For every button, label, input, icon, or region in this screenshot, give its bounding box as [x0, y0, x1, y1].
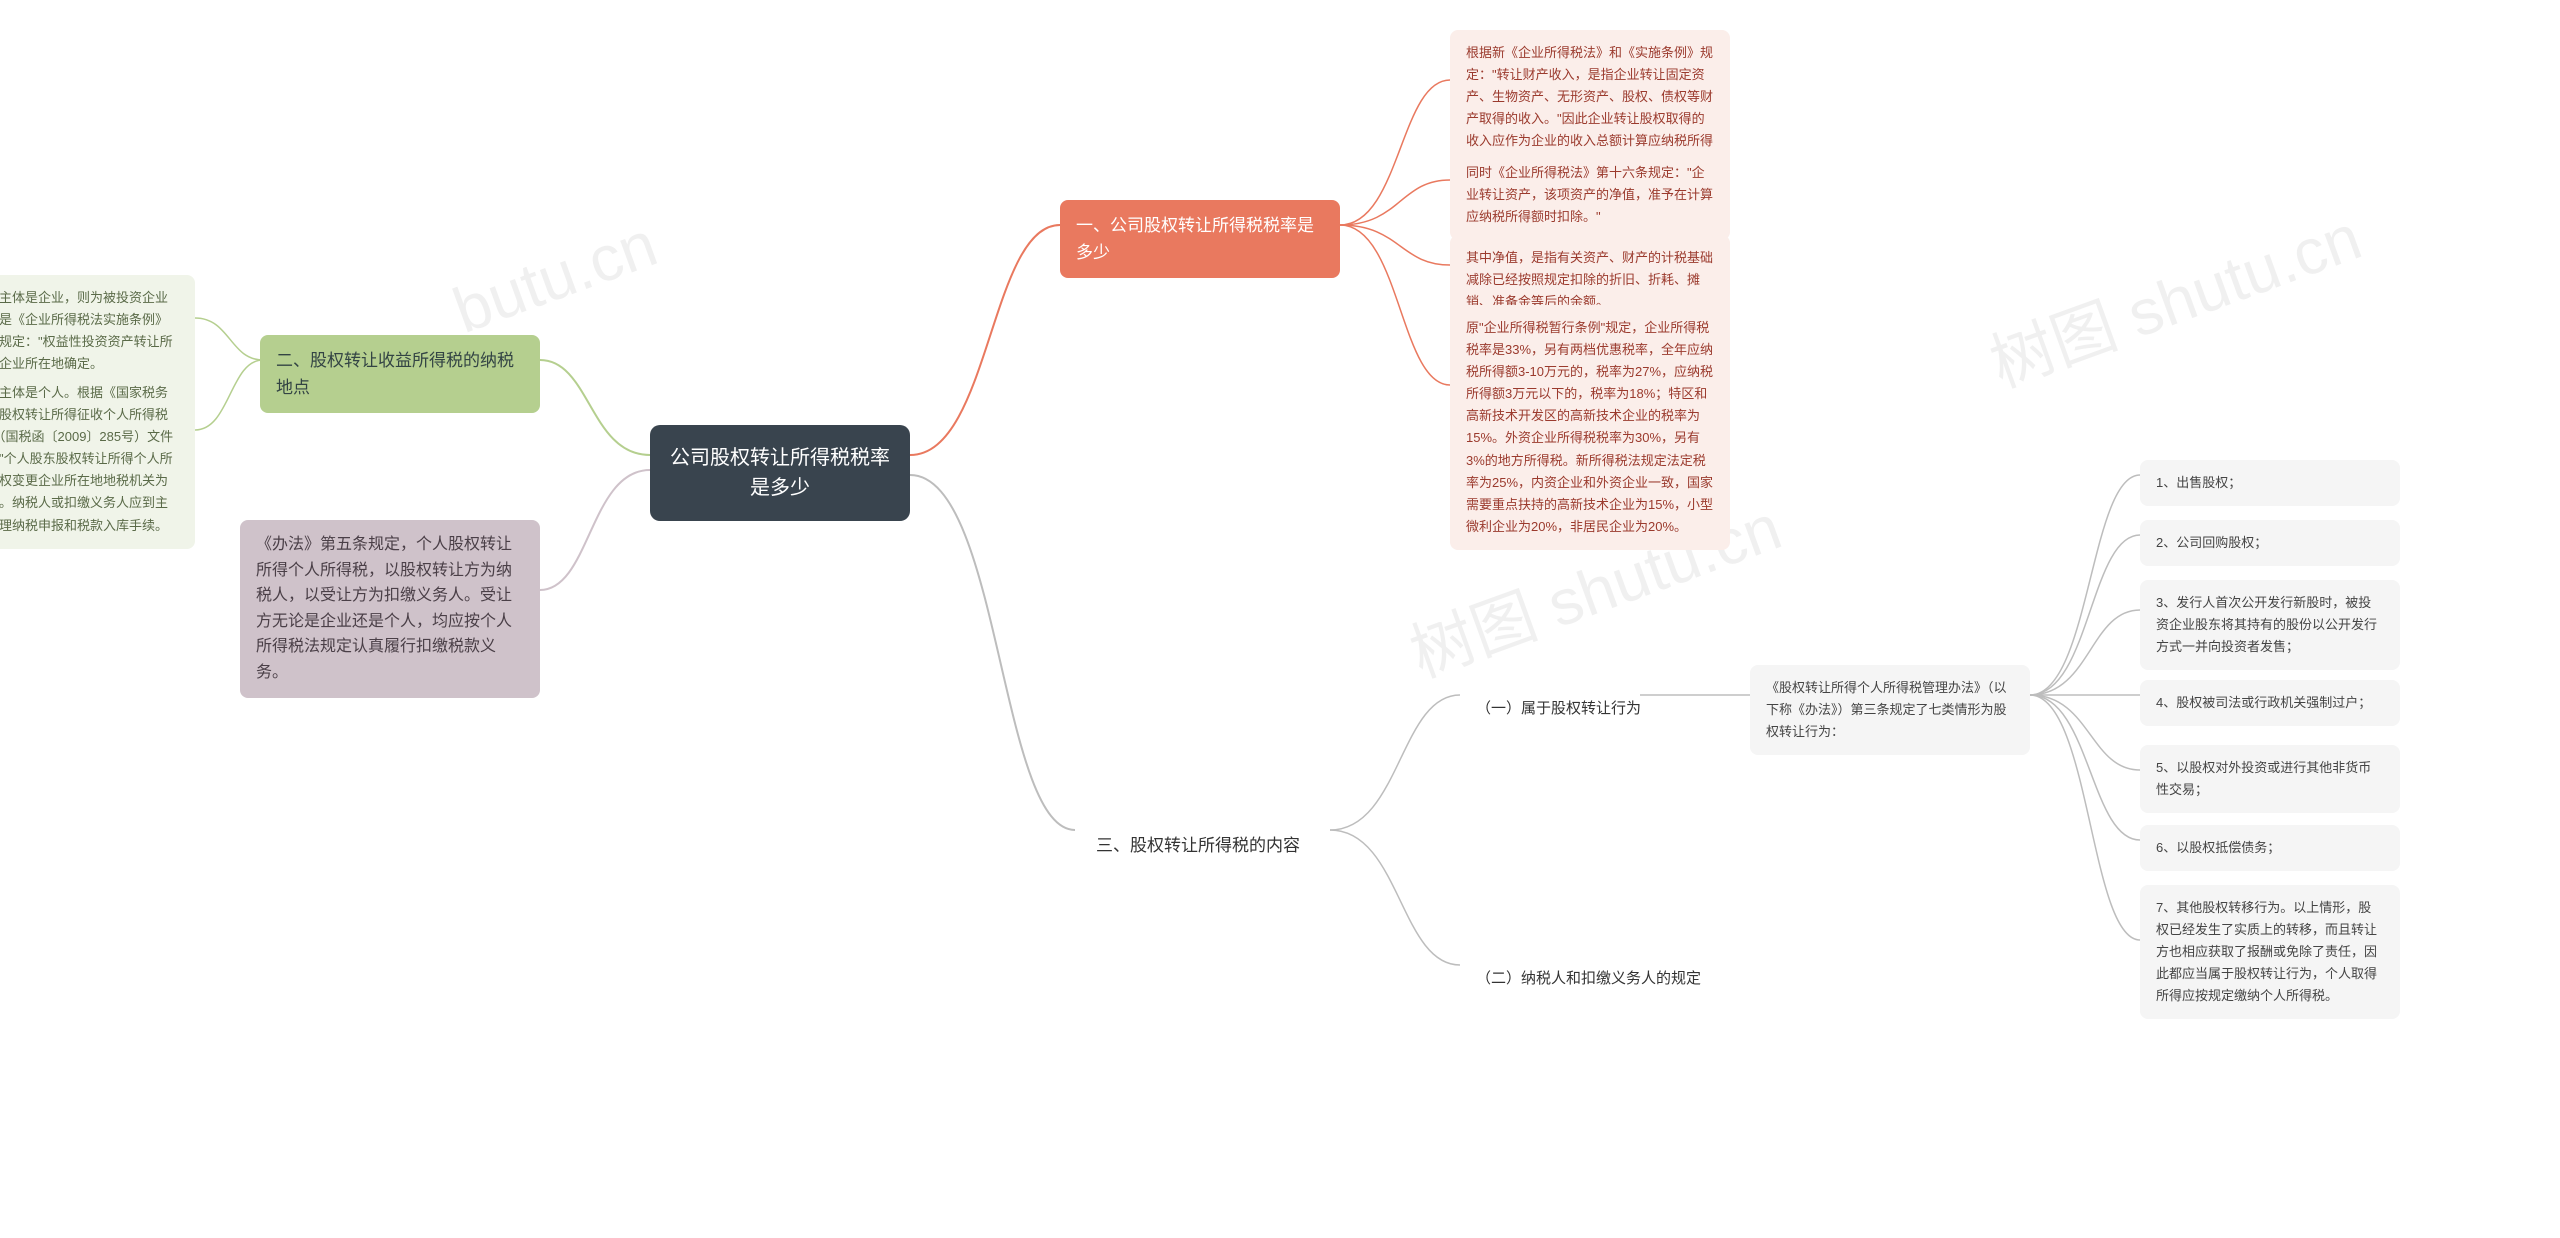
watermark: 树图 shutu.cn [1976, 186, 2372, 405]
branch-4-sub-2: （二）纳税人和扣缴义务人的规定 [1460, 955, 1717, 1003]
branch-4-sub-1: （一）属于股权转让行为 [1460, 685, 1657, 733]
branch-2-leaf: （二）转让的主体是个人。根据《国家税务总局关于加强股权转让所得征收个人所得税管理… [0, 370, 195, 549]
branch-3: 《办法》第五条规定，个人股权转让所得个人所得税，以股权转让方为纳税人，以受让方为… [240, 520, 540, 698]
branch-1-leaf: 同时《企业所得税法》第十六条规定："企业转让资产，该项资产的净值，准予在计算应纳… [1450, 150, 1730, 240]
branch-4: 三、股权转让所得税的内容 [1080, 820, 1316, 871]
branch-4-item: 3、发行人首次公开发行新股时，被投资企业股东将其持有的股份以公开发行方式一并向投… [2140, 580, 2400, 670]
branch-2: 二、股权转让收益所得税的纳税地点 [260, 335, 540, 413]
branch-1-leaf: 原"企业所得税暂行条例"规定，企业所得税税率是33%，另有两档优惠税率，全年应纳… [1450, 305, 1730, 550]
watermark: butu.cn [444, 206, 667, 347]
branch-4-item: 7、其他股权转移行为。以上情形，股权已经发生了实质上的转移，而且转让方也相应获取… [2140, 885, 2400, 1019]
branch-4-item: 2、公司回购股权； [2140, 520, 2400, 566]
branch-4-sub-1-desc: 《股权转让所得个人所得税管理办法》（以下称《办法》）第三条规定了七类情形为股权转… [1750, 665, 2030, 755]
branch-4-item: 1、出售股权； [2140, 460, 2400, 506]
mindmap-center: 公司股权转让所得税税率是多少 [650, 425, 910, 521]
branch-4-item: 5、以股权对外投资或进行其他非货币性交易； [2140, 745, 2400, 813]
branch-4-item: 6、以股权抵偿债务； [2140, 825, 2400, 871]
branch-1: 一、公司股权转让所得税税率是多少 [1060, 200, 1340, 278]
branch-4-item: 4、股权被司法或行政机关强制过户； [2140, 680, 2400, 726]
